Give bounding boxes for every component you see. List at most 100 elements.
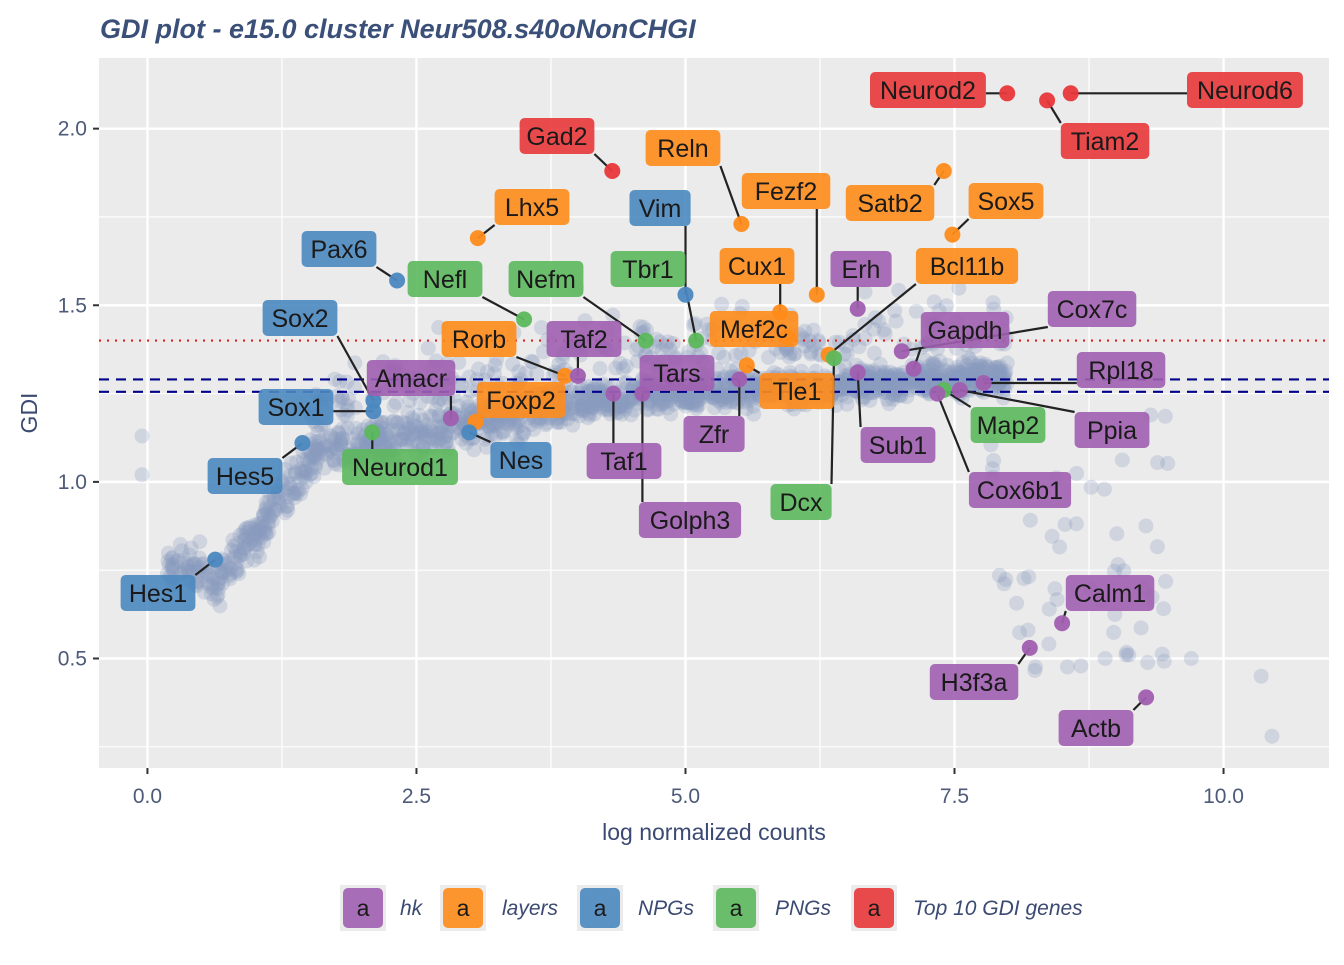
background-gene-point [585,395,601,411]
background-gene-point [938,298,954,314]
background-gene-point [1160,455,1176,471]
background-gene-point [317,460,332,476]
legend-key-swatch [443,888,483,928]
legend: a hk a layers a NPGs a PNGs a Top 10 GDI genes [340,885,1083,931]
background-gene-point [689,400,704,416]
background-gene-point [999,355,1015,371]
gene-label-text: Actb [1071,715,1121,743]
background-gene-point [263,508,279,524]
background-gene-point [306,439,322,455]
background-gene-point [400,404,416,420]
gene-label-rorb: Rorb [441,321,517,357]
background-gene-point [246,552,262,568]
background-gene-point [213,569,229,585]
background-gene-point [308,448,324,463]
background-gene-point [461,402,477,418]
background-gene-point [1027,659,1043,675]
gene-label-box [860,427,936,463]
background-gene-point [718,377,734,393]
background-gene-point [134,428,150,444]
background-gene-point [992,364,1008,380]
background-gene-point [219,563,235,579]
background-gene-point [998,572,1014,587]
gene-label-box [508,261,584,297]
background-gene-point [438,428,454,444]
background-gene-point [1116,563,1132,579]
background-gene-point [1041,601,1057,617]
background-gene-point [326,453,342,469]
background-gene-point [586,391,602,407]
gene-label-text: Tbr1 [622,256,673,284]
gene-label-text: Bcl11b [930,253,1005,281]
legend-label: PNGs [775,897,832,920]
background-gene-point [1114,452,1130,468]
background-gene-point [706,390,722,406]
background-gene-point [228,561,244,577]
background-gene-point [308,442,324,458]
background-gene-point [635,319,651,335]
gene-label-box [629,190,691,226]
background-gene-point [420,340,436,356]
background-gene-point [286,485,302,501]
background-gene-point [612,355,628,371]
background-gene-point [202,568,218,584]
background-gene-point [806,337,822,353]
background-gene-point [490,414,506,430]
background-gene-point [277,505,293,521]
background-gene-point [189,564,205,580]
background-gene-point [397,425,413,441]
background-gene-point [870,382,886,398]
background-gene-point [244,532,260,548]
background-gene-point [998,363,1014,379]
background-gene-point [862,392,878,408]
background-gene-point [260,507,276,523]
background-gene-point [266,491,282,507]
gene-label-box [870,72,986,108]
background-gene-point [882,364,898,380]
background-gene-point [612,397,628,413]
background-gene-point [925,358,941,374]
background-gene-point [964,362,980,378]
gene-label-box [719,248,795,284]
background-gene-point [172,537,188,552]
background-gene-point [716,377,732,393]
background-gene-point [236,541,252,557]
gene-label-box [970,407,1046,443]
background-gene-point [576,403,591,418]
background-gene-point [214,565,230,581]
background-gene-point [340,420,356,436]
background-gene-point [594,397,610,413]
background-gene-point [551,356,567,372]
gene-label-neurod6: Neurod6 [1187,72,1303,108]
background-gene-point [299,452,315,468]
background-gene-point [506,415,522,431]
background-gene-point [950,364,966,380]
background-gene-point [1096,481,1112,497]
background-gene-point [989,377,1005,393]
background-gene-point [252,524,268,539]
background-gene-point [728,347,744,363]
background-gene-point [689,397,705,413]
background-gene-point [1133,620,1149,636]
gene-label-cux1: Cux1 [719,248,795,284]
gene-label-text: Nefm [516,266,576,294]
background-gene-point [181,563,196,579]
background-gene-point [614,406,630,422]
gene-label-box [920,312,1010,348]
background-gene-point [222,560,238,576]
gene-point-lhx5 [469,230,486,247]
gene-point-tle1 [738,357,755,374]
background-gene-point [996,377,1012,393]
background-gene-point [1068,516,1084,532]
background-gene-point [682,394,698,410]
background-gene-point [886,382,902,398]
background-gene-point [927,365,943,381]
background-gene-point [586,381,602,397]
background-gene-point [716,371,732,387]
background-gene-point [450,398,466,414]
gene-label-box [645,130,721,166]
background-gene-point [581,383,596,399]
gene-label-nefl: Nefl [407,261,483,297]
background-gene-point [296,469,312,485]
gene-point-sox5 [944,226,961,243]
